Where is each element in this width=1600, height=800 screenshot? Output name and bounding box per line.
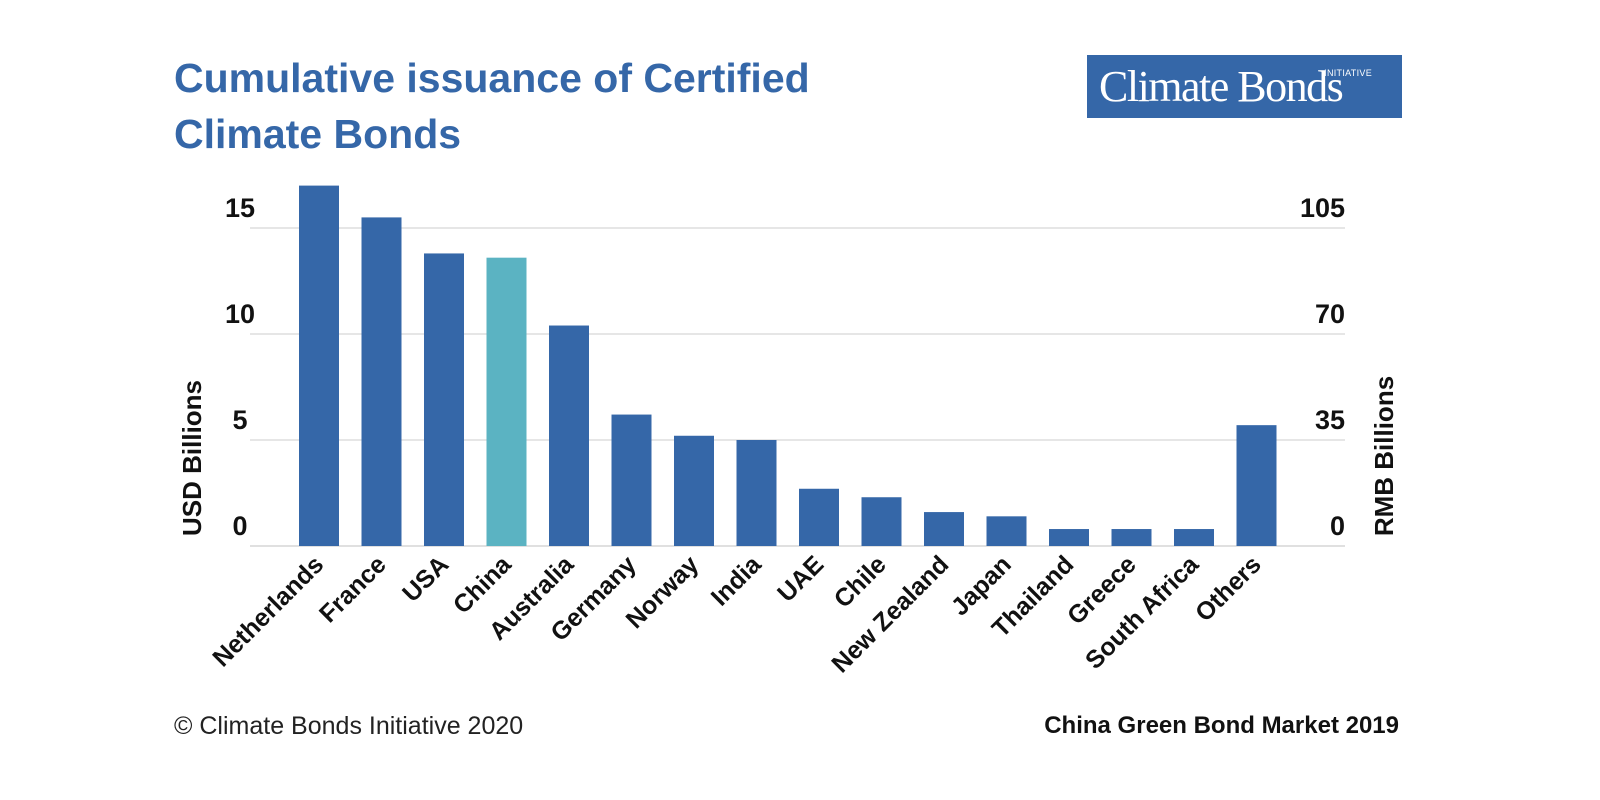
- y-tick-label-left: 5: [232, 405, 247, 435]
- bar-usa: [424, 253, 464, 546]
- bar-norway: [674, 435, 714, 546]
- y-tick-label-right: 35: [1315, 405, 1345, 435]
- x-tick-label: USA: [397, 550, 454, 607]
- bar-japan: [986, 516, 1027, 546]
- bar-others: [1236, 425, 1277, 546]
- y-axis-title-left: USD Billions: [177, 380, 207, 536]
- bar-greece: [1111, 529, 1152, 546]
- bar-germany: [611, 414, 652, 546]
- bar-india: [736, 440, 777, 546]
- climate-bonds-logo: Climate Bonds INITIATIVE: [1087, 55, 1402, 118]
- bar-australia: [549, 325, 589, 546]
- logo-sub-text: INITIATIVE: [1324, 68, 1372, 78]
- bar-china: [486, 257, 527, 546]
- y-tick-label-right: 70: [1315, 299, 1345, 329]
- y-tick-label-right: 0: [1330, 511, 1345, 541]
- y-tick-label-left: 15: [225, 193, 255, 223]
- y-axis-title-right: RMB Billions: [1369, 376, 1399, 536]
- bar-new-zealand: [924, 512, 964, 546]
- x-tick-label: Others: [1190, 550, 1267, 627]
- y-tick-label-left: 0: [232, 511, 247, 541]
- x-tick-label: Netherlands: [207, 550, 329, 672]
- report-title-text: China Green Bond Market 2019: [1044, 712, 1399, 739]
- x-tick-label: France: [314, 550, 392, 628]
- x-tick-label: UAE: [772, 550, 829, 607]
- y-tick-label-left: 10: [225, 299, 255, 329]
- bar-thailand: [1049, 529, 1089, 546]
- logo-main-text: Climate Bonds: [1099, 62, 1344, 111]
- chart-title-line-1: Cumulative issuance of Certified: [174, 55, 810, 101]
- bar-chile: [861, 497, 902, 546]
- bar-uae: [799, 488, 839, 546]
- y-tick-label-right: 105: [1300, 193, 1345, 223]
- bar-france: [361, 217, 402, 546]
- x-tick-label: India: [706, 550, 768, 612]
- chart-title-line-2: Climate Bonds: [174, 111, 462, 157]
- copyright-text: © Climate Bonds Initiative 2020: [174, 712, 524, 740]
- bar-netherlands: [299, 185, 339, 546]
- chart-title: Cumulative issuance of Certified Climate…: [174, 50, 810, 162]
- bar-south-africa: [1174, 529, 1214, 546]
